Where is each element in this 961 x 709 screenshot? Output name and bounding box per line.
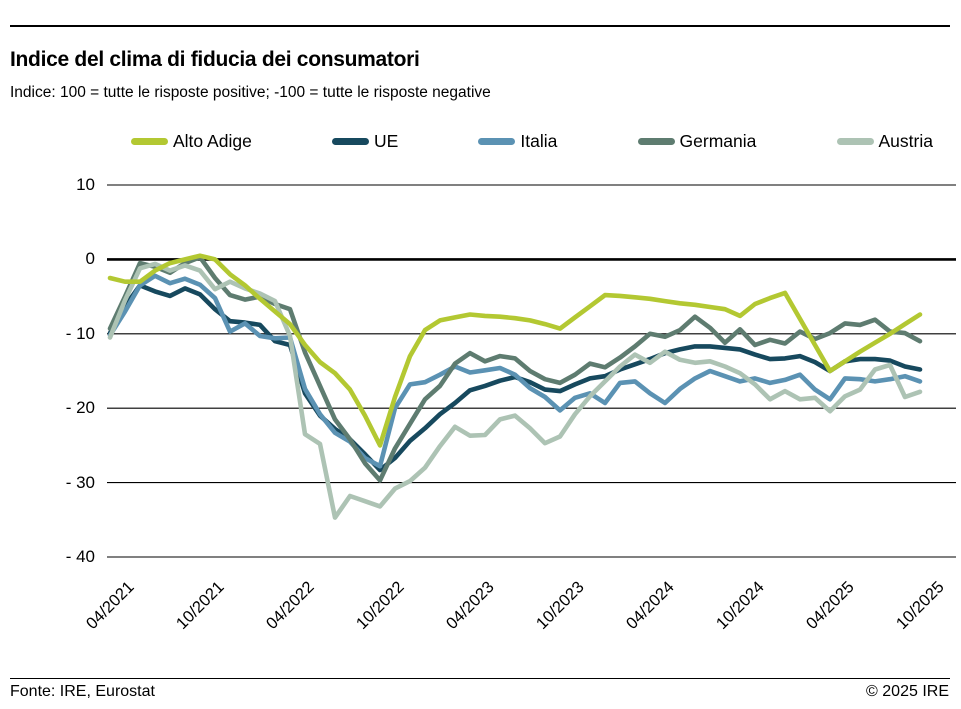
legend-swatch-ue: [331, 138, 369, 145]
series-line-italia: [107, 273, 923, 469]
source-note: Fonte: IRE, Eurostat: [10, 683, 155, 700]
legend-swatch-austria: [836, 138, 874, 145]
top-rule: [10, 25, 950, 27]
footer-rule: [10, 678, 950, 679]
legend-label-italia: Italia: [520, 131, 558, 151]
legend-label-austria: Austria: [878, 131, 933, 151]
legend-item-germania: Germania: [637, 131, 757, 152]
legend-swatch-italia: [478, 138, 516, 145]
legend-item-italia: Italia: [478, 131, 557, 152]
copyright-note: © 2025 IRE: [866, 683, 949, 700]
page-title: Indice del clima di fiducia dei consumat…: [10, 48, 420, 72]
legend-item-alto-adige: Alto Adige: [131, 131, 252, 152]
y-tick-label--40: - 40: [65, 547, 95, 566]
y-tick-label--10: - 10: [65, 323, 95, 343]
y-tick-label--30: - 30: [65, 472, 95, 492]
y-tick-label-0: 0: [85, 249, 95, 269]
y-tick-label--20: - 20: [65, 398, 95, 418]
legend-item-austria: Austria: [836, 131, 933, 152]
legend-label-ue: UE: [373, 131, 399, 151]
legend-label-germania: Germania: [679, 131, 757, 151]
legend: Alto Adige UE Italia Germania Austria: [131, 131, 933, 152]
series-line-germania: [107, 254, 923, 483]
legend-item-ue: UE: [331, 131, 399, 152]
legend-label-alto-adige: Alto Adige: [173, 131, 252, 151]
page-subtitle: Indice: 100 = tutte le risposte positive…: [10, 84, 491, 101]
y-tick-label-10: 10: [76, 175, 95, 194]
legend-swatch-germania: [637, 138, 675, 145]
legend-swatch-alto-adige: [131, 138, 168, 145]
series-line-austria: [107, 261, 923, 520]
series-line-alto-adige: [107, 253, 923, 448]
